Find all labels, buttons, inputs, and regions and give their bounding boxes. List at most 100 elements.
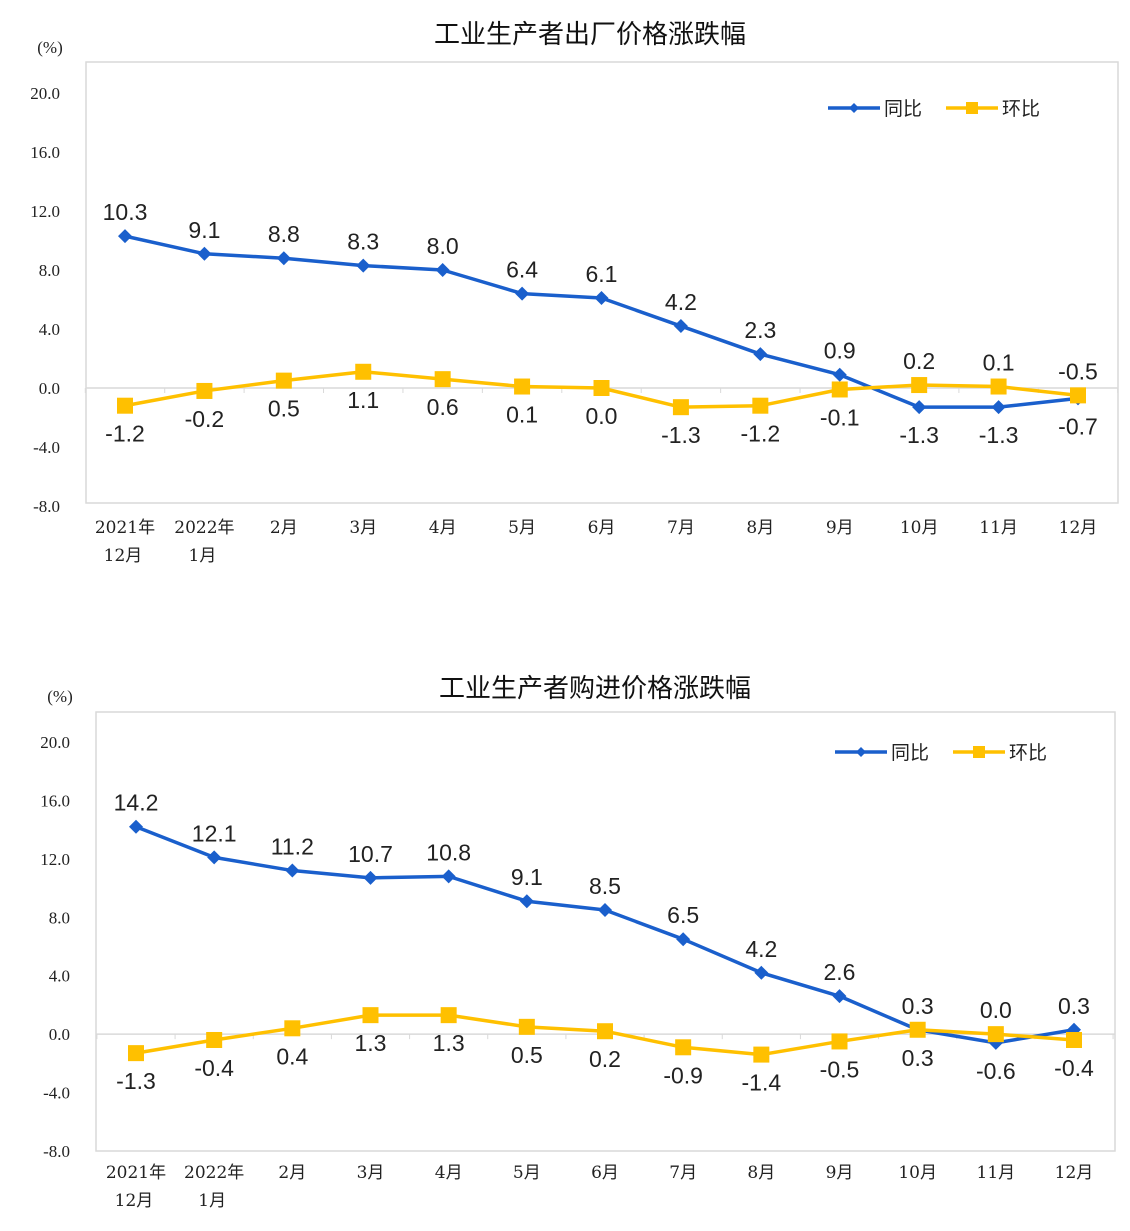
data-point-同比	[912, 400, 927, 415]
data-point-环比	[514, 378, 531, 395]
legend-label: 同比	[891, 742, 929, 764]
data-point-同比	[285, 863, 300, 878]
legend-label: 环比	[1002, 98, 1040, 120]
data-label-同比: 8.3	[347, 229, 379, 255]
data-point-同比	[356, 258, 371, 273]
x-tick-label: 12月	[1055, 1163, 1094, 1183]
data-point-同比	[519, 894, 534, 909]
data-label-同比: 2.3	[744, 317, 776, 343]
data-point-环比	[128, 1045, 144, 1062]
data-point-环比	[753, 1046, 770, 1063]
chart-title: 工业生产者购进价格涨跌幅	[439, 674, 751, 704]
data-label-同比: 4.2	[665, 289, 697, 315]
data-label-同比: 6.5	[667, 902, 699, 928]
data-label-同比: 6.4	[506, 257, 538, 283]
data-label-环比: 0.2	[903, 348, 935, 374]
data-label-环比: 0.0	[980, 997, 1012, 1023]
x-tick-label: 11月	[977, 1163, 1016, 1183]
y-tick-label: 4.0	[39, 320, 60, 339]
data-point-同比	[363, 870, 378, 885]
y-tick-label: 8.0	[49, 908, 70, 927]
x-tick-label: 5月	[508, 518, 536, 538]
data-point-同比	[832, 989, 847, 1004]
data-point-环比	[284, 1020, 301, 1037]
data-point-环比	[675, 1039, 692, 1056]
data-label-环比: 0.3	[902, 1045, 934, 1071]
x-tick-label: 7月	[667, 518, 695, 538]
data-label-环比: 0.1	[983, 350, 1015, 376]
data-label-环比: -1.3	[116, 1068, 156, 1094]
x-tick-label: 12月	[1059, 518, 1098, 538]
legend-label: 环比	[1009, 742, 1047, 764]
y-tick-label: 4.0	[49, 967, 70, 986]
legend-marker	[856, 747, 866, 757]
data-point-同比	[118, 229, 132, 244]
data-label-同比: -0.6	[976, 1058, 1016, 1084]
data-point-同比	[129, 819, 143, 834]
data-label-环比: -0.5	[820, 1056, 860, 1082]
data-point-环比	[990, 378, 1007, 395]
data-point-环比	[117, 397, 133, 414]
data-point-同比	[515, 286, 530, 301]
x-tick-label: 12月	[115, 1191, 154, 1211]
x-tick-label: 2022年	[174, 518, 234, 538]
data-label-同比: 9.1	[511, 864, 543, 890]
data-label-同比: 10.8	[426, 839, 471, 865]
data-label-环比: 0.0	[586, 403, 618, 429]
data-label-同比: 11.2	[271, 834, 314, 860]
data-label-同比: 0.3	[1058, 993, 1090, 1019]
data-point-同比	[276, 251, 291, 266]
data-label-环比: -0.4	[194, 1055, 234, 1081]
data-label-同比: -1.3	[899, 422, 939, 448]
x-tick-label: 8月	[747, 1163, 775, 1183]
chart-2: 工业生产者购进价格涨跌幅 (%) 20.0 16.0 12.0 8.0 4.0 0.0 -4.0…	[40, 674, 1116, 1211]
data-point-环比	[911, 377, 928, 394]
y-axis-unit: (%)	[37, 38, 62, 57]
data-point-环比	[440, 1007, 457, 1024]
y-axis-unit: (%)	[47, 687, 72, 706]
data-label-同比: -1.3	[979, 422, 1019, 448]
data-label-环比: 0.4	[276, 1043, 308, 1069]
data-label-同比: 10.7	[348, 841, 393, 867]
y-tick-label: 0.0	[49, 1025, 70, 1044]
chart-1: 工业生产者出厂价格涨跌幅 (%) 20.0 16.0 12.0 8.0 4.0 0.0 -4.0…	[30, 20, 1119, 566]
legend-label: 同比	[884, 98, 922, 120]
data-point-环比	[909, 1021, 926, 1038]
x-tick-label: 4月	[435, 1163, 463, 1183]
x-tick-label: 6月	[588, 518, 616, 538]
data-point-环比	[196, 382, 213, 399]
data-point-环比	[275, 372, 292, 389]
y-tick-label: 12.0	[30, 202, 60, 221]
data-point-同比	[753, 347, 768, 362]
x-tick-label: 1月	[189, 546, 217, 566]
legend-marker	[966, 102, 978, 114]
data-label-同比: 14.2	[114, 790, 159, 816]
x-tick-label: 9月	[826, 518, 854, 538]
y-tick-label: 20.0	[30, 84, 60, 103]
data-label-环比: -1.3	[661, 422, 701, 448]
y-tick-label: -8.0	[43, 1142, 70, 1161]
data-point-环比	[518, 1018, 535, 1035]
data-label-环比: 0.5	[268, 396, 300, 422]
x-tick-label: 7月	[669, 1163, 697, 1183]
data-point-同比	[598, 902, 612, 917]
x-tick-label: 5月	[513, 1163, 541, 1183]
data-point-同比	[673, 319, 688, 334]
data-label-同比: 6.1	[586, 261, 618, 287]
x-tick-label: 2021年	[95, 518, 155, 538]
data-point-环比	[831, 1033, 848, 1050]
x-tick-label: 1月	[198, 1191, 226, 1211]
x-tick-label: 2月	[278, 1163, 306, 1183]
data-label-同比: 0.9	[824, 338, 856, 364]
data-point-环比	[1066, 1031, 1082, 1048]
data-label-同比: 10.3	[103, 199, 148, 225]
data-label-环比: 1.1	[347, 387, 379, 413]
data-point-同比	[207, 850, 222, 865]
data-point-同比	[594, 291, 609, 306]
data-point-环比	[355, 363, 372, 380]
data-point-同比	[832, 367, 847, 382]
x-tick-label: 11月	[979, 518, 1018, 538]
x-tick-label: 6月	[591, 1163, 619, 1183]
legend-marker	[973, 746, 985, 758]
